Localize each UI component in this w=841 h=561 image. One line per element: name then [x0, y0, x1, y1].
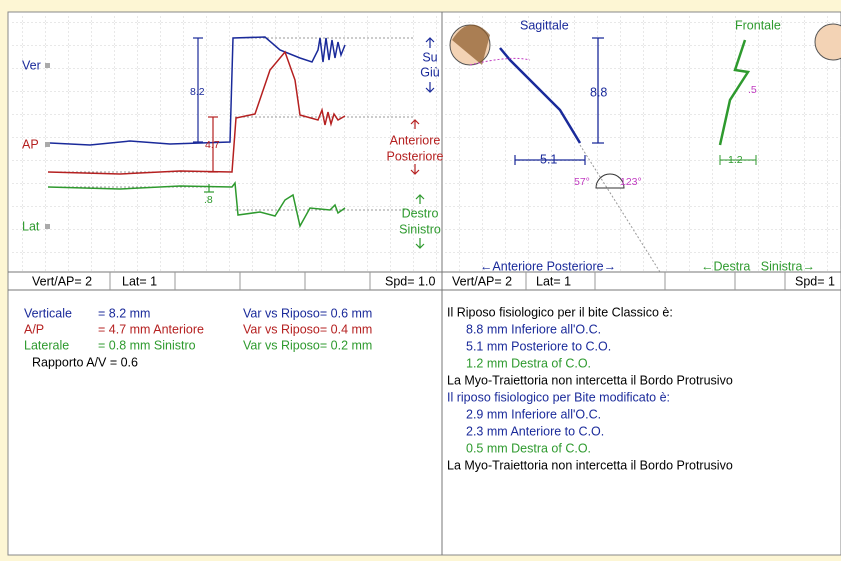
summary-cell: Verticale [24, 306, 72, 320]
direction-arrows [410, 37, 435, 249]
report-line: 5.1 mm Posteriore to C.O. [466, 339, 611, 353]
report-line: 2.3 mm Anteriore to C.O. [466, 424, 604, 438]
axis-label: ←Destra Sinistra→ [701, 259, 815, 273]
channel-label: Lat [22, 219, 40, 233]
frontal-title: Frontale [735, 18, 781, 32]
channel-labels: Ver AP Lat [22, 58, 50, 233]
ap-trace [47, 50, 346, 175]
trace-panel [10, 14, 441, 272]
measure-label: 4.7 [205, 139, 220, 151]
report-line: Il riposo fisiologico per Bite modificat… [447, 390, 670, 404]
status-cell: Spd= 1.0 [385, 274, 435, 288]
direction-label: Su [422, 50, 437, 64]
summary-cell: = 8.2 mm [98, 306, 150, 320]
status-cell: Lat= 1 [536, 274, 571, 288]
summary-cell: Var vs Riposo= 0.4 mm [243, 322, 372, 336]
report-line: Il Riposo fisiologico per il bite Classi… [447, 305, 673, 319]
summary: Verticale = 8.2 mm Var vs Riposo= 0.6 mm A/… [24, 306, 372, 369]
channel-label: AP [22, 137, 39, 151]
report-line: La Myo-Traiettoria non intercetta il Bor… [447, 373, 733, 387]
report: Il Riposo fisiologico per il bite Classi… [447, 305, 733, 472]
direction-labels: Su Giù Anteriore Posteriore Destro Sinis… [387, 50, 444, 236]
frontal-horizontal: 1.2 [728, 154, 743, 166]
lateral-trace [47, 180, 346, 229]
protractor [595, 173, 625, 189]
summary-cell: Laterale [24, 338, 69, 352]
channel-label: Ver [22, 58, 41, 72]
axis-label: ←Anteriore Posteriore→ [480, 259, 616, 273]
horizontal-measure: 5.1 [540, 152, 557, 166]
report-line: 0.5 mm Destra of C.O. [466, 441, 591, 455]
summary-cell: Var vs Riposo= 0.6 mm [243, 306, 372, 320]
summary-cell: A/P [24, 322, 44, 336]
angle-label: 123° [620, 176, 642, 188]
direction-label: Posteriore [387, 149, 444, 163]
status-cells [109, 272, 786, 290]
status-cell: Spd= 1 [795, 274, 835, 288]
ratio: Rapporto A/V = 0.6 [32, 355, 138, 369]
direction-label: Sinistro [399, 222, 441, 236]
frontal-small: .5 [748, 84, 757, 96]
vertical-trace [49, 36, 346, 146]
summary-cell: Var vs Riposo= 0.2 mm [243, 338, 372, 352]
report-line: 8.8 mm Inferiore all'O.C. [466, 322, 601, 336]
sagittal-trace [499, 47, 582, 144]
measure-label: .8 [204, 194, 213, 206]
measure-label: 8.2 [190, 86, 205, 98]
status-cell: Vert/AP= 2 [32, 274, 92, 288]
vertical-measure: 8.8 [590, 85, 607, 99]
status-cell: Lat= 1 [122, 274, 157, 288]
direction-label: Giù [420, 65, 440, 79]
report-line: 2.9 mm Inferiore all'O.C. [466, 407, 601, 421]
status-cell: Vert/AP= 2 [452, 274, 512, 288]
sagittal-title: Sagittale [520, 18, 569, 32]
plot-panel [443, 14, 841, 272]
measure-arrows [193, 37, 218, 193]
direction-label: Destro [402, 206, 439, 220]
face-icon [814, 23, 841, 61]
frontal-trace [718, 39, 751, 146]
report-line: La Myo-Traiettoria non intercetta il Bor… [447, 458, 733, 472]
summary-cell: = 0.8 mm Sinistro [98, 338, 196, 352]
summary-cell: = 4.7 mm Anteriore [98, 322, 204, 336]
angle-label: 57° [574, 176, 590, 188]
direction-label: Anteriore [390, 133, 441, 147]
report-line: 1.2 mm Destra of C.O. [466, 356, 591, 370]
